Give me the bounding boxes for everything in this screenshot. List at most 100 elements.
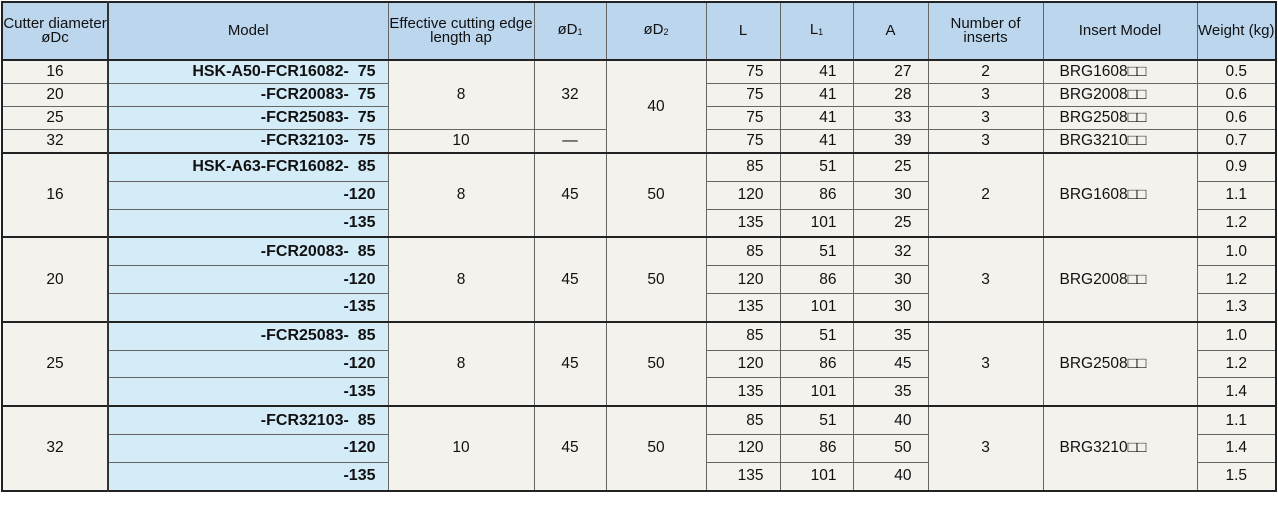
cell-cutting-edge-length: 8 bbox=[387, 151, 535, 238]
cell-length-l: 85 bbox=[705, 320, 781, 351]
table-row: 25 -FCR25083- 75 75 41 33 3 BRG2508□□ 0.6 bbox=[1, 106, 1277, 130]
cell-number-of-inserts: 3 bbox=[927, 83, 1044, 107]
cell-insert-model: BRG3210□□ bbox=[1042, 129, 1198, 154]
table-row: -120 120 86 30 1.2 bbox=[2, 265, 1277, 294]
header-cutter-diameter: Cutter diameter øDc bbox=[1, 1, 109, 61]
cell-number-of-inserts: 3 bbox=[927, 106, 1044, 130]
cell-length-l1: 51 bbox=[779, 405, 854, 435]
header-label: øD bbox=[557, 21, 578, 38]
header-insert-model: Insert Model bbox=[1042, 1, 1198, 61]
cell-insert-model: BRG2008□□ bbox=[1042, 236, 1198, 323]
header-label: Weight (kg) bbox=[1198, 22, 1275, 39]
cell-length-l1: 51 bbox=[779, 320, 854, 351]
header-label: L bbox=[809, 21, 819, 38]
header-label: Effective cutting edge length ap bbox=[389, 15, 533, 46]
cell-d1: 45 bbox=[533, 236, 607, 323]
cell-model: -135 bbox=[107, 461, 389, 492]
cell-length-l1: 86 bbox=[779, 349, 854, 379]
table-row: 25 -FCR25083- 85 8 45 50 85 51 35 3 BRG2508□□ 1.0 bbox=[1, 320, 1277, 407]
cell-number-of-inserts: 3 bbox=[927, 405, 1044, 492]
cell-length-l1: 86 bbox=[779, 180, 854, 210]
header-length-l1: L1 bbox=[779, 1, 854, 61]
cell-dimension-a: 35 bbox=[852, 377, 929, 407]
header-length-l: L bbox=[705, 1, 781, 61]
cell-cutter-diameter: 20 bbox=[1, 236, 109, 323]
cell-weight: 1.1 bbox=[1196, 180, 1277, 210]
cell-dimension-a: 28 bbox=[852, 83, 929, 107]
cell-insert-model: BRG3210□□ bbox=[1042, 405, 1198, 492]
cell-d2: 50 bbox=[605, 405, 707, 492]
cell-length-l: 135 bbox=[705, 461, 781, 492]
header-subscript: 2 bbox=[663, 27, 669, 37]
cell-weight: 0.6 bbox=[1196, 106, 1277, 130]
table-row: -120 120 86 50 1.4 bbox=[2, 433, 1277, 463]
cell-d2: 40 bbox=[605, 59, 707, 154]
cell-weight: 0.9 bbox=[1196, 151, 1277, 182]
cell-cutter-diameter: 20 bbox=[1, 83, 109, 107]
cell-weight: 1.4 bbox=[1196, 377, 1277, 407]
cell-weight: 0.5 bbox=[1196, 59, 1277, 84]
cell-length-l: 120 bbox=[705, 433, 781, 463]
cell-dimension-a: 30 bbox=[852, 292, 929, 323]
cell-weight: 0.6 bbox=[1196, 83, 1277, 107]
table-row: 16 HSK-A50-FCR16082- 75 8 32 40 75 41 27 2 BRG160… bbox=[1, 59, 1277, 154]
cell-cutter-diameter: 25 bbox=[1, 106, 109, 130]
cell-length-l1: 101 bbox=[779, 292, 854, 323]
cell-length-l: 75 bbox=[705, 106, 781, 130]
cell-length-l: 85 bbox=[705, 405, 781, 435]
cell-dimension-a: 50 bbox=[852, 433, 929, 463]
cell-d1: — bbox=[533, 129, 607, 154]
cell-cutting-edge-length: 8 bbox=[387, 59, 535, 130]
cell-model: -135 bbox=[107, 208, 389, 238]
cell-model: -FCR20083- 75 bbox=[107, 83, 389, 107]
table-row: -135 135 101 30 1.3 bbox=[2, 292, 1277, 323]
cell-d1: 32 bbox=[533, 59, 607, 130]
cell-d2: 50 bbox=[605, 236, 707, 323]
cell-weight: 1.3 bbox=[1196, 292, 1277, 323]
cell-length-l1: 41 bbox=[779, 129, 854, 154]
header-label: øD bbox=[643, 21, 664, 38]
table-row: 16 HSK-A63-FCR16082- 85 8 45 50 85 51 25 2 BRG160… bbox=[1, 151, 1277, 238]
header-label: A bbox=[885, 22, 896, 39]
cell-length-l: 75 bbox=[705, 59, 781, 84]
table-row: -120 120 86 45 1.2 bbox=[2, 349, 1277, 379]
cell-number-of-inserts: 3 bbox=[927, 236, 1044, 323]
cell-length-l: 135 bbox=[705, 208, 781, 238]
cell-length-l: 135 bbox=[705, 377, 781, 407]
cell-cutting-edge-length: 8 bbox=[387, 320, 535, 407]
cell-dimension-a: 30 bbox=[852, 265, 929, 294]
cell-dimension-a: 39 bbox=[852, 129, 929, 154]
cell-insert-model: BRG2508□□ bbox=[1042, 320, 1198, 407]
cell-cutter-diameter: 32 bbox=[1, 129, 109, 154]
cell-length-l1: 41 bbox=[779, 59, 854, 84]
header-subscript: 1 bbox=[577, 27, 583, 37]
cell-cutting-edge-length: 10 bbox=[387, 129, 535, 154]
cell-cutting-edge-length: 8 bbox=[387, 236, 535, 323]
cell-model: -FCR20083- 85 bbox=[107, 236, 389, 267]
cell-length-l: 120 bbox=[705, 265, 781, 294]
header-subscript: 1 bbox=[818, 27, 824, 37]
cell-length-l1: 101 bbox=[779, 208, 854, 238]
cell-cutter-diameter: 16 bbox=[1, 151, 109, 238]
cell-length-l: 75 bbox=[705, 83, 781, 107]
cell-model: -FCR32103- 85 bbox=[107, 405, 389, 435]
cell-weight: 1.4 bbox=[1196, 433, 1277, 463]
header-label: L bbox=[738, 22, 748, 39]
cell-length-l1: 51 bbox=[779, 151, 854, 182]
cell-weight: 0.7 bbox=[1196, 129, 1277, 154]
cell-length-l1: 41 bbox=[779, 83, 854, 107]
cell-number-of-inserts: 3 bbox=[927, 320, 1044, 407]
cell-weight: 1.2 bbox=[1196, 208, 1277, 238]
cell-dimension-a: 33 bbox=[852, 106, 929, 130]
cell-length-l: 120 bbox=[705, 180, 781, 210]
table-row: -135 135 101 25 1.2 bbox=[2, 208, 1277, 238]
cell-insert-model: BRG1608□□ bbox=[1042, 151, 1198, 238]
cell-number-of-inserts: 2 bbox=[927, 151, 1044, 238]
cell-cutter-diameter: 16 bbox=[1, 59, 109, 84]
header-label: Cutter diameter øDc bbox=[3, 15, 107, 46]
cell-weight: 1.2 bbox=[1196, 265, 1277, 294]
cell-length-l1: 41 bbox=[779, 106, 854, 130]
cell-length-l1: 86 bbox=[779, 433, 854, 463]
cell-model: -120 bbox=[107, 180, 389, 210]
cell-dimension-a: 32 bbox=[852, 236, 929, 267]
